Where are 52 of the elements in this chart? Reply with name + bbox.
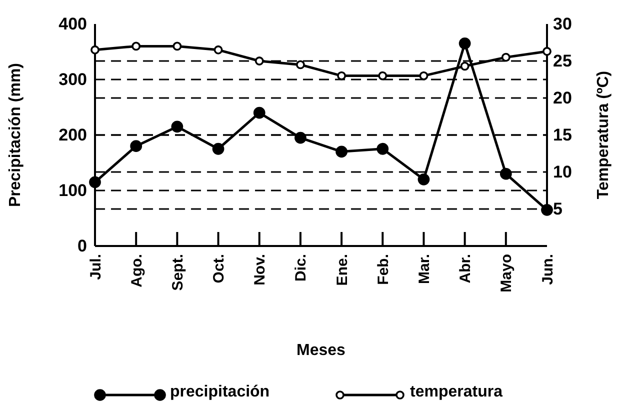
x-tick-label: Jul. [87, 254, 104, 280]
point [376, 142, 389, 155]
x-tick-label: Oct. [210, 254, 228, 284]
y2-tick-label: 30 [553, 14, 572, 34]
point [378, 71, 388, 80]
y2-axis-title: Temperatura (ºC) [595, 70, 612, 200]
point [132, 42, 141, 51]
x-tick-label: Abr. [457, 254, 474, 284]
point [90, 45, 100, 54]
x-tick-label: Feb. [374, 254, 392, 285]
point [254, 56, 264, 66]
y-tick-label: 200 [58, 125, 87, 144]
x-axis-title: Meses [296, 342, 346, 359]
point [296, 60, 305, 70]
y2-tick-label: 25 [553, 51, 572, 70]
point [214, 45, 223, 54]
legend-label: precipitación [170, 384, 270, 401]
point [418, 173, 430, 186]
y2-tick-label: 5 [553, 199, 562, 218]
point [541, 204, 553, 216]
point [501, 52, 510, 62]
point [337, 71, 346, 80]
point [171, 120, 184, 133]
point [172, 42, 182, 51]
y-axis-title: Precipitación (mm) [7, 62, 24, 208]
point [336, 146, 348, 158]
point [212, 142, 224, 155]
point [130, 140, 142, 152]
y-tick-label: 300 [58, 70, 87, 89]
y-tick-label: 0 [78, 236, 87, 256]
point [460, 62, 470, 71]
point [89, 176, 101, 188]
y2-tick-label: 10 [553, 162, 572, 182]
x-tick-label: Nov. [252, 254, 269, 286]
x-tick-label: Mayo [498, 254, 516, 292]
point [253, 106, 266, 119]
y2-tick-label: 15 [553, 125, 572, 144]
x-tick-label: Ago. [128, 254, 146, 288]
legend-label: temperatura [410, 384, 503, 401]
x-tick-label: Sept. [169, 254, 186, 291]
y-tick-label: 400 [58, 14, 87, 34]
x-tick-label: Dic. [292, 254, 310, 282]
point [500, 168, 512, 180]
y-tick-label: 100 [58, 180, 87, 200]
point [458, 37, 471, 50]
x-tick-label: Jun. [539, 254, 556, 285]
point [294, 132, 306, 144]
x-tick-label: Mar. [416, 254, 433, 284]
y2-tick-label: 20 [553, 88, 572, 108]
point [542, 46, 552, 56]
point [419, 71, 428, 80]
x-tick-label: Ene. [334, 254, 351, 286]
